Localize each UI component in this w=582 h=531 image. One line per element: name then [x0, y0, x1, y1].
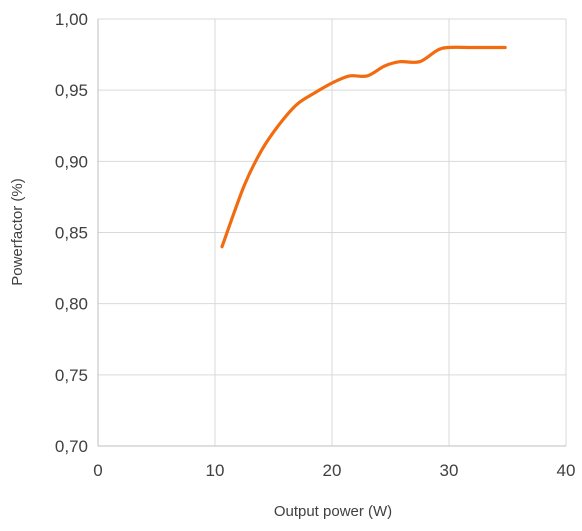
- x-axis-title: Output power (W): [274, 503, 392, 520]
- y-axis-title: Powerfactor (%): [9, 178, 26, 286]
- x-tick-label: 10: [206, 461, 225, 480]
- y-tick-label: 0,90: [55, 152, 88, 171]
- series-line: [222, 47, 505, 246]
- y-tick-label: 1,00: [55, 10, 88, 29]
- y-tick-label: 0,95: [55, 81, 88, 100]
- y-tick-label: 0,70: [55, 437, 88, 456]
- x-tick-label: 0: [93, 461, 102, 480]
- y-tick-label: 0,75: [55, 366, 88, 385]
- y-tick-label: 0,80: [55, 295, 88, 314]
- x-tick-label: 30: [440, 461, 459, 480]
- tick-labels: 0,70 0,75 0,80 0,85 0,90 0,95 1,00 0 10 20 30 40: [55, 10, 576, 480]
- x-tick-label: 40: [557, 461, 576, 480]
- x-tick-label: 20: [323, 461, 342, 480]
- y-tick-label: 0,85: [55, 224, 88, 243]
- series-group: [222, 47, 505, 246]
